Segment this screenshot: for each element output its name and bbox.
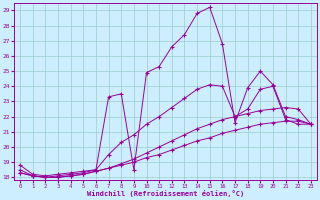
X-axis label: Windchill (Refroidissement éolien,°C): Windchill (Refroidissement éolien,°C)	[87, 190, 244, 197]
